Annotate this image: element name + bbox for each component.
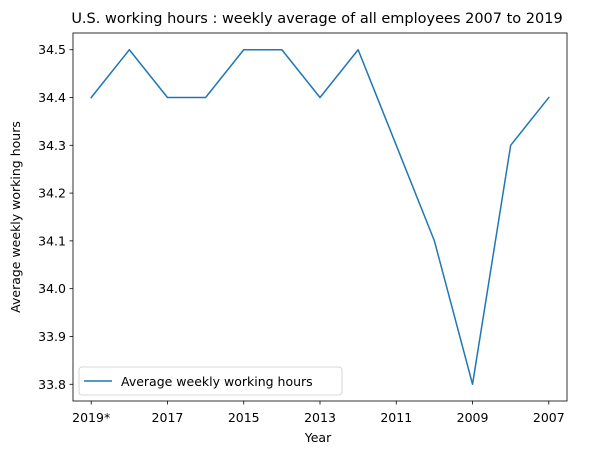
y-axis: 33.8 33.9 34.0 34.1 34.2 34.3 34.4 34.5: [38, 42, 73, 392]
y-tick-label: 34.0: [38, 281, 66, 296]
y-tick-label: 34.3: [38, 138, 66, 153]
x-tick-label: 2015: [228, 410, 260, 425]
y-axis-label: Average weekly working hours: [8, 121, 23, 313]
chart-title: U.S. working hours : weekly average of a…: [71, 11, 562, 27]
legend: Average weekly working hours: [78, 366, 343, 396]
y-tick-label: 33.9: [38, 329, 66, 344]
x-tick-label: 2013: [304, 410, 336, 425]
series-line-average-weekly-working-hours: [90, 48, 550, 386]
x-axis: 2019* 2017 2015 2013 2011 2009 2007: [72, 401, 565, 425]
legend-label: Average weekly working hours: [121, 374, 313, 389]
plot-frame: [72, 32, 568, 402]
x-tick-label: 2009: [457, 410, 489, 425]
legend-box: [78, 366, 343, 396]
x-tick-label: 2019*: [72, 410, 110, 425]
y-tick-label: 34.4: [38, 90, 66, 105]
x-tick-label: 2017: [152, 410, 184, 425]
y-tick-label: 33.8: [38, 377, 66, 392]
x-tick-label: 2011: [380, 410, 412, 425]
plot-area: [73, 33, 567, 401]
x-axis-label: Year: [304, 430, 332, 445]
x-tick-label: 2007: [533, 410, 565, 425]
y-tick-label: 34.5: [38, 42, 66, 57]
y-tick-label: 34.1: [38, 233, 66, 248]
y-tick-label: 34.2: [38, 186, 66, 201]
